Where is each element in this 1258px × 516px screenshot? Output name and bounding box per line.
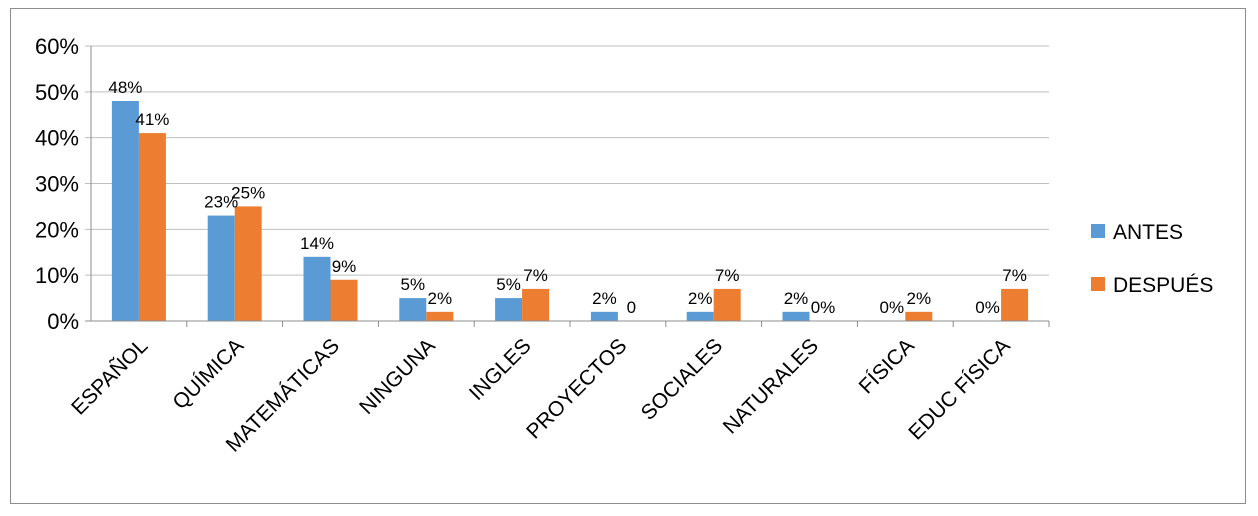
x-tick-label-fisica: FÍSICA: [855, 334, 919, 398]
data-label-despues-educ-fisica: 7%: [1002, 266, 1027, 285]
bar-antes-matematicas: [303, 256, 331, 321]
data-label-antes-matematicas: 14%: [300, 234, 334, 253]
data-label-antes-educ-fisica: 0%: [975, 298, 1000, 317]
bar-despues-educ-fisica: [1001, 288, 1029, 321]
legend-label-antes: ANTES: [1113, 221, 1183, 244]
legend-label-despues: DESPUÉS: [1113, 274, 1213, 297]
data-label-antes-proyectos: 2%: [592, 289, 617, 308]
data-label-antes-ingles: 5%: [496, 275, 521, 294]
y-tick-label: 40%: [35, 126, 79, 151]
bar-antes-quimica: [207, 215, 235, 321]
bar-antes-ingles: [495, 298, 523, 321]
axes: 0%10%20%30%40%50%60%ESPAÑOL QUÍMICAMATEMÁ…: [35, 34, 1050, 457]
bar-despues-matematicas: [330, 279, 358, 321]
x-tick-label-quimica: QUÍMICA: [168, 334, 248, 414]
data-label-despues-ninguna: 2%: [428, 289, 453, 308]
data-label-antes-quimica: 23%: [204, 193, 238, 212]
data-label-antes-fisica: 0%: [880, 298, 905, 317]
bar-despues-sociales: [713, 288, 741, 321]
chart-frame: 0% 10% 20% 30% 40% 50% 60% ESPAÑOL QUÍMICA MATEMÁ…: [10, 8, 1246, 504]
bars: [111, 101, 1029, 321]
bar-antes-naturales: [782, 311, 810, 321]
data-label-despues-quimica: 25%: [231, 183, 265, 202]
y-tick-label: 30%: [35, 172, 79, 197]
y-tick-label: 20%: [35, 217, 79, 242]
data-label-antes-naturales: 2%: [784, 289, 809, 308]
bar-despues-ingles: [522, 288, 550, 321]
data-label-antes-ninguna: 5%: [401, 275, 426, 294]
bar-antes-espanol: [111, 101, 139, 321]
bar-despues-ninguna: [426, 311, 454, 321]
bar-antes-sociales: [686, 311, 714, 321]
x-tick-label-ninguna: NINGUNA: [355, 334, 440, 419]
legend: ANTES DESPUÉS: [1091, 221, 1213, 297]
data-label-despues-fisica: 2%: [907, 289, 932, 308]
data-label-despues-matematicas: 9%: [332, 257, 357, 276]
bar-antes-proyectos: [590, 311, 618, 321]
legend-swatch-despues: [1091, 277, 1105, 291]
x-tick-label-educ-fisica: EDUC FÍSICA: [904, 334, 1014, 444]
bar-despues-quimica: [234, 206, 262, 321]
data-labels: 48%41%23%25%14%9%5%2%5% 7%2% 0 2%7%2% 0% 0% 2%…: [108, 78, 1027, 317]
bar-chart: 0%10%20%30%40%50%60%ESPAÑOL QUÍMICAMATEMÁ…: [35, 34, 1213, 457]
x-tick-label-espanol: ESPAÑOL: [66, 334, 152, 420]
data-label-despues-proyectos: 0: [627, 298, 636, 317]
y-tick-label: 60%: [35, 34, 79, 59]
y-tick-label: 10%: [35, 263, 79, 288]
data-label-despues-naturales: 0%: [811, 298, 836, 317]
bar-despues-fisica: [905, 311, 933, 321]
legend-swatch-antes: [1091, 224, 1105, 238]
data-label-despues-ingles: 7%: [523, 266, 548, 285]
x-tick-label-sociales: SOCIALES: [637, 334, 728, 425]
data-label-despues-sociales: 7%: [715, 266, 740, 285]
y-tick-label: 50%: [35, 80, 79, 105]
bar-despues-espanol: [138, 133, 166, 321]
data-label-antes-sociales: 2%: [688, 289, 713, 308]
x-tick-label-naturales: NATURALES: [719, 334, 823, 438]
bar-antes-ninguna: [399, 298, 427, 321]
x-tick-label-proyectos: PROYECTOS: [522, 334, 631, 443]
data-label-antes-espanol: 48%: [108, 78, 142, 97]
data-label-despues-espanol: 41%: [135, 110, 169, 129]
y-tick-label: 0%: [47, 309, 79, 334]
x-tick-label-ingles: INGLES: [465, 334, 536, 405]
